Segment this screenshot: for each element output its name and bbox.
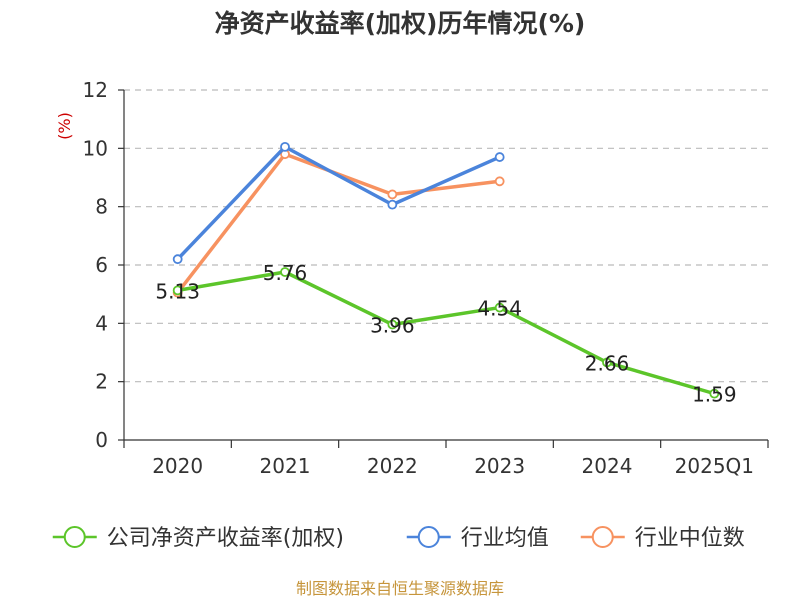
- legend-item[interactable]: 行业均值: [406, 526, 549, 551]
- y-tick-label: 8: [95, 195, 108, 219]
- legend-label: 行业中位数: [635, 526, 745, 551]
- data-point: [280, 141, 290, 152]
- data-label: 1.59: [692, 383, 737, 407]
- axes: 0 2 4 6 8 10 12 2020 2021 2022 2023 2024 2025Q1: [83, 78, 769, 478]
- legend-marker-icon: [591, 526, 614, 548]
- y-tick-label: 10: [83, 136, 108, 160]
- legend-marker-icon: [417, 526, 440, 548]
- data-point: [709, 388, 720, 399]
- x-tick-label: 2022: [367, 454, 418, 478]
- y-tick-label: 6: [95, 253, 108, 277]
- data-point: [494, 152, 505, 162]
- x-tick-label: 2023: [474, 454, 525, 478]
- legend: 公司净资产收益率(加权) 行业均值 行业中位数: [52, 526, 745, 551]
- data-point: [387, 199, 398, 210]
- chart-title: 净资产收益率(加权)历年情况(%): [215, 9, 586, 38]
- legend-item[interactable]: 公司净资产收益率(加权): [52, 526, 344, 551]
- legend-item[interactable]: 行业中位数: [580, 526, 745, 551]
- data-point: [387, 189, 398, 200]
- y-axis-label: (%): [55, 112, 74, 140]
- data-point: [280, 267, 290, 277]
- data-label: 4.54: [477, 297, 522, 321]
- y-tick-label: 4: [95, 311, 108, 335]
- legend-marker-icon: [63, 526, 86, 548]
- source-note: 制图数据来自恒生聚源数据库: [296, 579, 504, 598]
- data-label: 3.96: [370, 314, 415, 338]
- y-tick-label: 12: [83, 78, 108, 102]
- y-tick-label: 2: [95, 370, 108, 394]
- data-labels: 5.13 5.76 3.96 4.54 2.66 1.59: [155, 261, 736, 407]
- x-tick-label: 2025Q1: [675, 454, 754, 478]
- data-point: [602, 357, 612, 368]
- data-label: 5.76: [263, 261, 308, 285]
- plot-series: [172, 141, 720, 399]
- data-point: [494, 176, 505, 187]
- x-tick-label: 2020: [152, 454, 203, 478]
- data-label: 5.13: [155, 279, 200, 303]
- data-point: [494, 302, 505, 313]
- x-tick-label: 2021: [260, 454, 311, 478]
- legend-label: 公司净资产收益率(加权): [107, 526, 344, 551]
- legend-label: 行业均值: [461, 526, 549, 551]
- data-point: [387, 319, 398, 330]
- data-point: [172, 254, 183, 265]
- series-line: [175, 270, 717, 396]
- data-point: [172, 285, 183, 296]
- grid-lines: [124, 89, 768, 383]
- data-label: 2.66: [585, 351, 630, 375]
- y-tick-label: 0: [95, 428, 108, 452]
- x-tick-label: 2024: [582, 454, 633, 478]
- series-line: [175, 145, 502, 261]
